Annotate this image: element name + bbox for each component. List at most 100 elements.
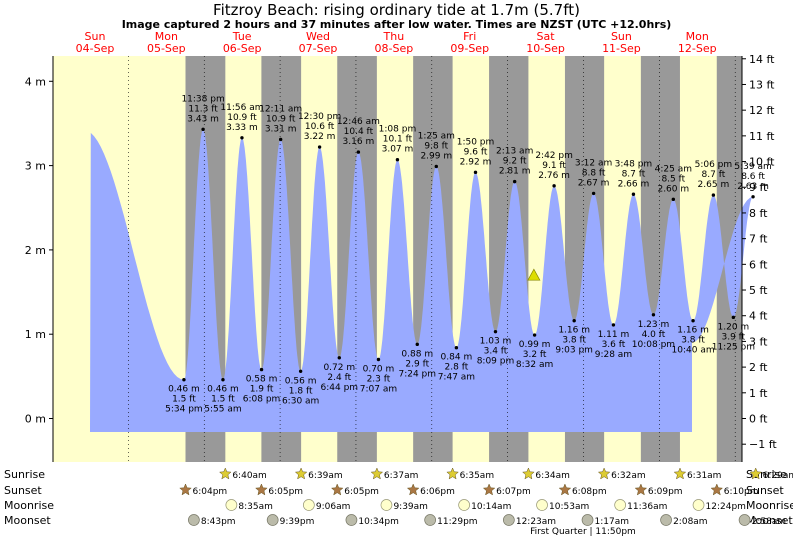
sunrise-icon: [597, 467, 611, 480]
sunrise-time: 6:40am: [232, 471, 267, 481]
tide-label: 5:55 am: [204, 405, 241, 415]
tide-point: [337, 356, 341, 360]
sunset-time: 6:05pm: [268, 487, 303, 497]
moonset-icon: [345, 514, 358, 526]
tide-label: 2.76 m: [538, 171, 570, 181]
tide-point: [512, 179, 517, 184]
tide-point: [434, 164, 438, 169]
tide-label: 8.6 ft: [741, 172, 765, 182]
sunset-icon: [406, 483, 420, 496]
weekday-label: Tue: [232, 30, 252, 43]
tide-label: 0.46 m: [168, 385, 200, 395]
moonrise-icon: [692, 499, 705, 511]
tide-label: 8.7 ft: [702, 170, 726, 180]
tide-label: 7:47 am: [438, 373, 475, 383]
tide-label: 2:13 am: [496, 147, 533, 157]
tide-label: 10.1 ft: [383, 135, 413, 145]
tide-label: 2.92 m: [460, 157, 492, 167]
tide-label: 3.4 ft: [484, 347, 508, 357]
tide-label: 2:42 pm: [535, 151, 573, 161]
tide-label: 10.6 ft: [305, 122, 335, 132]
tide-point: [182, 378, 186, 382]
tide-label: 2.65 m: [698, 180, 730, 190]
row-label-left: Moonrise: [4, 499, 54, 512]
tide-label: 3:48 pm: [615, 159, 653, 169]
sunset-icon: [255, 483, 268, 496]
right-tick-label: 7 ft: [749, 233, 768, 246]
tide-label: 3.6 ft: [602, 340, 626, 350]
tide-label: 12:11 am: [259, 104, 302, 114]
tide-label: 5:34 pm: [165, 405, 203, 415]
right-tick-label: 3 ft: [749, 335, 768, 348]
tide-label: 1.8 ft: [289, 386, 313, 396]
tide-label: 1.5 ft: [172, 395, 196, 405]
moonset-time: 2:08am: [673, 517, 708, 527]
right-tick-label: 0 ft: [749, 413, 768, 426]
date-label: 10-Sep: [526, 42, 565, 55]
left-tick-label: 0 m: [25, 413, 46, 426]
moonset-time: 2:58am: [752, 517, 787, 527]
right-tick-label: 9 ft: [749, 181, 768, 194]
moonrise-icon: [303, 499, 315, 511]
right-tick-label: −1 ft: [749, 438, 777, 451]
tide-point: [395, 157, 400, 162]
date-label: 12-Sep: [678, 42, 717, 55]
left-tick-label: 1 m: [25, 328, 46, 341]
sunset-time: 6:09pm: [648, 487, 683, 497]
tide-label: 1:50 pm: [457, 137, 495, 147]
tide-label: 1.9 ft: [250, 385, 274, 395]
sunset-time: 6:05pm: [344, 487, 379, 497]
tide-label: 9.2 ft: [503, 157, 527, 167]
right-tick-label: 2 ft: [749, 361, 768, 374]
tide-label: 3.43 m: [187, 114, 219, 124]
tide-label: 10.9 ft: [227, 113, 257, 123]
tide-label: 8.5 ft: [661, 174, 685, 184]
tide-label: 1.23 m: [638, 320, 670, 330]
moonset-icon: [738, 514, 751, 526]
tide-point: [240, 136, 244, 140]
tide-label: 4.0 ft: [642, 330, 666, 340]
tide-point: [356, 150, 361, 154]
sunrise-icon: [218, 467, 232, 480]
sunrise-icon: [294, 467, 308, 480]
tide-label: 8.8 ft: [582, 168, 606, 178]
date-labels: Sun04-SepMon05-SepTue06-SepWed07-SepThu0…: [76, 30, 717, 55]
axes: 0 m 1 m 2 m 3 m 4 m −1 ft 0 ft 1 ft 2 ft 3 ft 4 ft…: [25, 53, 777, 462]
left-tick-label: 2 m: [25, 244, 46, 257]
tide-point: [631, 192, 636, 196]
tide-label: 2.3 ft: [367, 374, 391, 384]
tide-point: [376, 357, 381, 362]
moonrise-time: 12:24pm: [706, 502, 746, 512]
sunrise-time: 6:32am: [611, 471, 646, 481]
current-tide-marker: [527, 268, 541, 281]
tide-label: 12:46 am: [337, 117, 380, 127]
tide-label: 2.8 ft: [445, 363, 469, 373]
sunset-time: 6:06pm: [420, 487, 455, 497]
moonrise-time: 10:14am: [471, 502, 511, 512]
tide-label: 12:30 pm: [298, 112, 341, 122]
moonrise-time: 9:06am: [316, 502, 351, 512]
moonset-time: 9:39pm: [280, 517, 315, 527]
tide-label: 10:40 am: [672, 346, 715, 356]
tide-label: 11:25 pm: [712, 342, 755, 352]
tide-label: 8:09 pm: [477, 357, 515, 367]
row-label-left: Sunrise: [4, 468, 45, 481]
tide-label: 10.4 ft: [344, 127, 374, 137]
tide-label: 0.70 m: [363, 364, 395, 374]
tide-point: [691, 319, 695, 323]
right-tick-label: 12 ft: [749, 104, 775, 117]
tide-label: 0.56 m: [285, 376, 317, 386]
sunrise-icon: [749, 467, 763, 480]
date-label: 08-Sep: [375, 42, 414, 55]
moonrise-icon: [380, 499, 393, 511]
moonrise-time: 9:39am: [393, 502, 428, 512]
tide-area: [90, 129, 754, 432]
tide-label: 11.3 ft: [188, 104, 218, 114]
sunset-icon: [558, 483, 572, 496]
current-tide-icon: [527, 268, 541, 281]
tide-point: [259, 367, 264, 372]
sunset-icon: [330, 483, 344, 496]
sunrise-icon: [522, 467, 535, 480]
tide-label: 3.2 ft: [523, 350, 547, 360]
